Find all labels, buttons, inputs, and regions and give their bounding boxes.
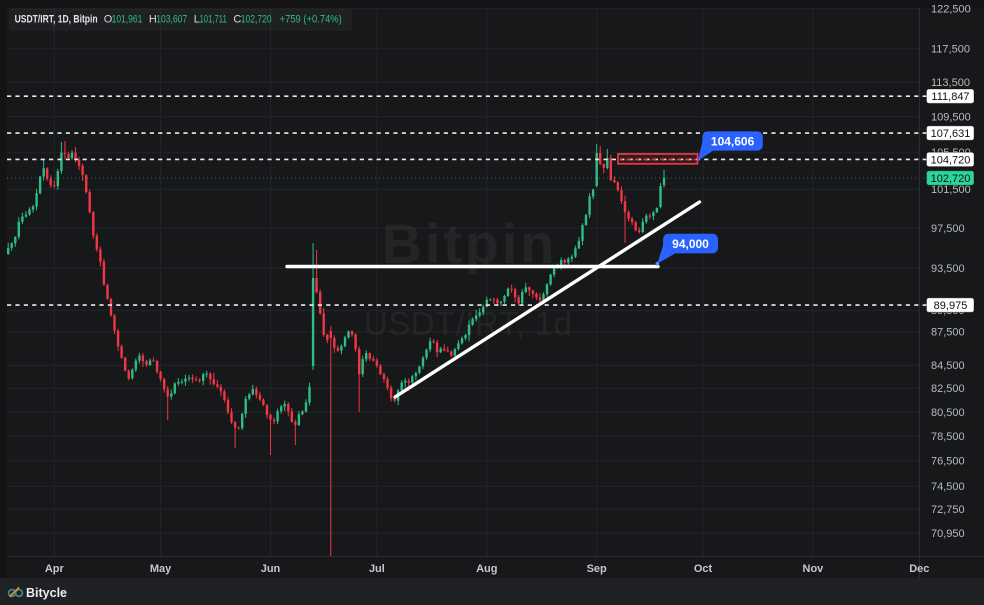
svg-text:C: C — [233, 14, 241, 26]
svg-text:104,606: 104,606 — [711, 134, 755, 148]
svg-text:Nov: Nov — [803, 563, 825, 575]
svg-text:113,500: 113,500 — [931, 77, 970, 89]
svg-text:107,631: 107,631 — [931, 128, 971, 140]
svg-text:O: O — [104, 14, 113, 26]
svg-text:Oct: Oct — [694, 563, 713, 575]
svg-text:L: L — [194, 14, 200, 26]
svg-text:USDT/IRT, 1D, Bitpin: USDT/IRT, 1D, Bitpin — [15, 14, 98, 26]
svg-text:101,711: 101,711 — [200, 14, 227, 26]
svg-text:Bitpin: Bitpin — [382, 212, 555, 275]
svg-text:103,607: 103,607 — [156, 14, 187, 26]
svg-text:102,720: 102,720 — [931, 173, 971, 185]
svg-text:76,500: 76,500 — [931, 456, 965, 468]
svg-text:97,500: 97,500 — [931, 223, 965, 235]
svg-text:H: H — [149, 14, 157, 26]
svg-text:101,961: 101,961 — [112, 14, 143, 26]
svg-text:+759 (+0.74%): +759 (+0.74%) — [280, 14, 342, 26]
svg-text:Sep: Sep — [587, 563, 607, 575]
svg-text:74,500: 74,500 — [931, 481, 965, 493]
svg-text:Jun: Jun — [261, 563, 281, 575]
svg-text:Bitycle: Bitycle — [26, 586, 67, 600]
svg-text:94,000: 94,000 — [672, 237, 709, 251]
svg-text:109,500: 109,500 — [931, 111, 971, 123]
svg-text:122,500: 122,500 — [931, 4, 971, 16]
svg-text:Aug: Aug — [476, 563, 497, 575]
svg-text:102,720: 102,720 — [241, 14, 272, 26]
svg-text:111,847: 111,847 — [931, 91, 969, 103]
svg-text:Jul: Jul — [369, 563, 385, 575]
svg-text:84,500: 84,500 — [931, 360, 965, 372]
svg-text:72,750: 72,750 — [931, 504, 965, 516]
svg-text:78,500: 78,500 — [931, 431, 965, 443]
svg-text:117,500: 117,500 — [931, 44, 970, 56]
svg-text:87,500: 87,500 — [931, 327, 965, 339]
svg-text:80,500: 80,500 — [931, 407, 965, 419]
svg-text:70,950: 70,950 — [931, 528, 965, 540]
svg-text:93,500: 93,500 — [931, 263, 965, 275]
svg-text:May: May — [150, 563, 172, 575]
svg-text:Apr: Apr — [45, 563, 65, 575]
svg-text:104,720: 104,720 — [931, 154, 971, 166]
svg-text:Dec: Dec — [909, 563, 929, 575]
svg-text:USDT/IRT, 1d: USDT/IRT, 1d — [364, 305, 572, 342]
svg-text:89,975: 89,975 — [934, 300, 968, 312]
svg-text:101,500: 101,500 — [931, 184, 971, 196]
svg-text:82,500: 82,500 — [931, 383, 965, 395]
